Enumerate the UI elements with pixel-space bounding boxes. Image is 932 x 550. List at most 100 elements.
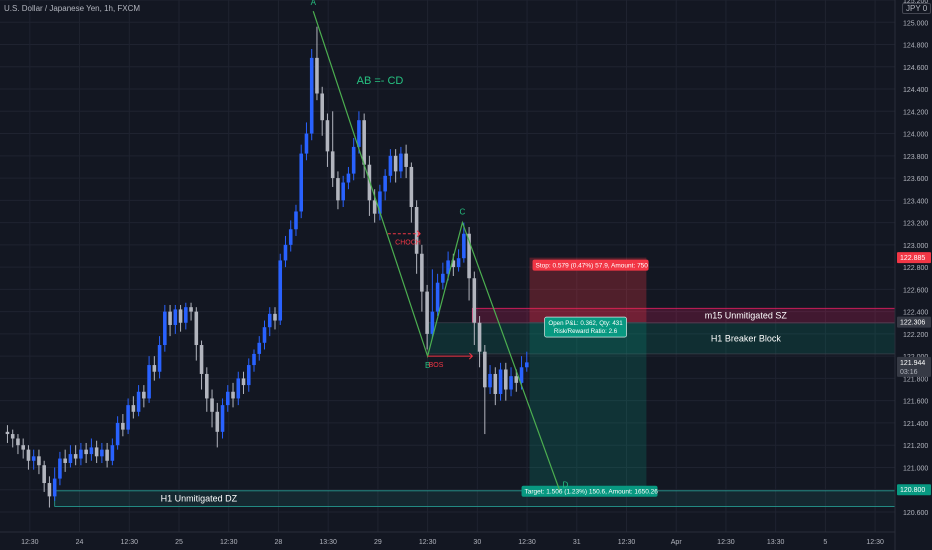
- price-tick-label: 122.600: [903, 287, 928, 294]
- price-tick-label: 124.400: [903, 87, 928, 94]
- price-tick-label: 123.600: [903, 176, 928, 183]
- candle-body: [205, 373, 209, 399]
- structure-arrow: [469, 352, 474, 360]
- candle-body: [37, 456, 41, 466]
- candle-body: [472, 278, 477, 323]
- candle-body: [94, 447, 99, 457]
- candle-body: [246, 365, 251, 386]
- candle-body: [10, 434, 15, 439]
- candle-body: [456, 258, 461, 268]
- candle-body: [58, 458, 62, 479]
- time-tick-label: 24: [76, 539, 84, 546]
- candle-body: [26, 449, 31, 461]
- pattern-point-label: A: [311, 0, 317, 7]
- candle-body: [336, 178, 340, 201]
- pattern-point-label: B: [425, 361, 430, 370]
- price-tick-label: 123.000: [903, 243, 928, 250]
- candle-body: [288, 229, 293, 245]
- candle-body: [210, 398, 214, 412]
- price-marker-label: 120.800: [900, 487, 925, 494]
- time-tick-label: 12:30: [518, 539, 536, 546]
- target-zone: [529, 322, 647, 490]
- pattern-title: AB =- CD: [357, 75, 404, 87]
- candle-body: [309, 57, 314, 134]
- candle-body: [100, 449, 104, 457]
- grid-lines: [0, 0, 895, 532]
- price-axis[interactable]: 125.200 125.000 124.800 124.600 124.400 124.2…: [894, 0, 932, 550]
- candle-body: [451, 260, 456, 268]
- time-tick-label: 12:30: [618, 539, 636, 546]
- annotations-layer: CHOCH BOS: [387, 230, 474, 369]
- position-tool[interactable]: Stop: 0.579 (0.47%) 57.9, Amount: 750 Ope…: [521, 257, 659, 497]
- candle-body: [121, 422, 125, 430]
- risk-reward-label: Risk/Reward Ratio: 2.6: [554, 328, 618, 335]
- candle-body: [357, 120, 361, 147]
- candle-body: [404, 153, 408, 167]
- currency-badge[interactable]: JPY 0: [902, 3, 932, 14]
- zones-layer: m15 Unmitigated SZ H1 Breaker Block H1 Unm…: [54, 307, 896, 507]
- candle-body: [252, 353, 256, 366]
- time-tick-label: Apr: [671, 539, 683, 546]
- symbol-header: U.S. Dollar / Japanese Yen, 1h, FXCM: [4, 4, 141, 13]
- time-tick-label: 12:30: [866, 539, 884, 546]
- candle-body: [388, 155, 393, 176]
- zone-label: H1 Unmitigated DZ: [161, 494, 238, 504]
- time-axis[interactable]: 12:30 24 12:30 25 12:30 28 13:30 29 12:30 30 12:30…: [0, 531, 895, 546]
- candle-body: [105, 449, 109, 461]
- candle-body: [89, 447, 94, 455]
- price-marker-label: 122.885: [900, 255, 925, 262]
- candle-body: [31, 456, 36, 461]
- candle-body: [73, 454, 78, 459]
- price-tick-label: 123.400: [903, 198, 928, 205]
- candle-body: [68, 454, 73, 463]
- structure-arrow: [416, 230, 421, 238]
- price-tick-label: 121.600: [903, 399, 928, 406]
- candle-body: [341, 182, 345, 201]
- time-tick-label: 29: [374, 539, 382, 546]
- candle-body: [294, 211, 298, 230]
- candle-body: [399, 153, 403, 172]
- candle-body: [315, 57, 319, 94]
- candle-body: [257, 342, 262, 354]
- time-tick-label: 13:30: [767, 539, 785, 546]
- candle-body: [231, 391, 235, 399]
- candle-body: [524, 362, 529, 368]
- time-tick-label: 13:30: [319, 539, 337, 546]
- price-marker-box: [897, 252, 931, 264]
- candle-body: [131, 405, 136, 412]
- candle-body: [283, 244, 288, 261]
- candle-body: [330, 151, 335, 179]
- price-tick-label: 121.000: [903, 465, 928, 472]
- time-tick-label: 5: [823, 539, 827, 546]
- candle-body: [378, 191, 382, 214]
- candle-body: [372, 200, 377, 214]
- candle-body: [367, 164, 372, 201]
- candle-body: [462, 233, 466, 259]
- pattern-point-label: C: [460, 208, 466, 217]
- candle-body: [325, 120, 330, 152]
- candle-body: [147, 365, 151, 399]
- candle-body: [178, 309, 183, 323]
- candle-body: [414, 207, 419, 254]
- target-label-box: [521, 485, 658, 497]
- price-tick-label: 125.200: [903, 0, 928, 5]
- zone-label: m15 Unmitigated SZ: [705, 311, 788, 321]
- candle-body: [21, 445, 25, 450]
- candle-body: [173, 309, 178, 325]
- candle-body: [52, 478, 57, 497]
- candle-body: [273, 313, 277, 321]
- candle-body: [509, 376, 513, 390]
- candle-body: [299, 153, 304, 212]
- time-tick-label: 25: [175, 539, 183, 546]
- candle-body: [262, 327, 267, 343]
- structure-label: CHOCH: [395, 240, 421, 247]
- time-tick-label: 12:30: [717, 539, 735, 546]
- time-tick-label: 31: [573, 539, 581, 546]
- candle-body: [304, 133, 309, 154]
- candle-body: [136, 391, 141, 412]
- price-marker-label: 121.944: [900, 360, 925, 367]
- price-tick-label: 123.800: [903, 154, 928, 161]
- price-axis-bg: [895, 0, 932, 550]
- price-marker-label: 122.306: [900, 320, 925, 327]
